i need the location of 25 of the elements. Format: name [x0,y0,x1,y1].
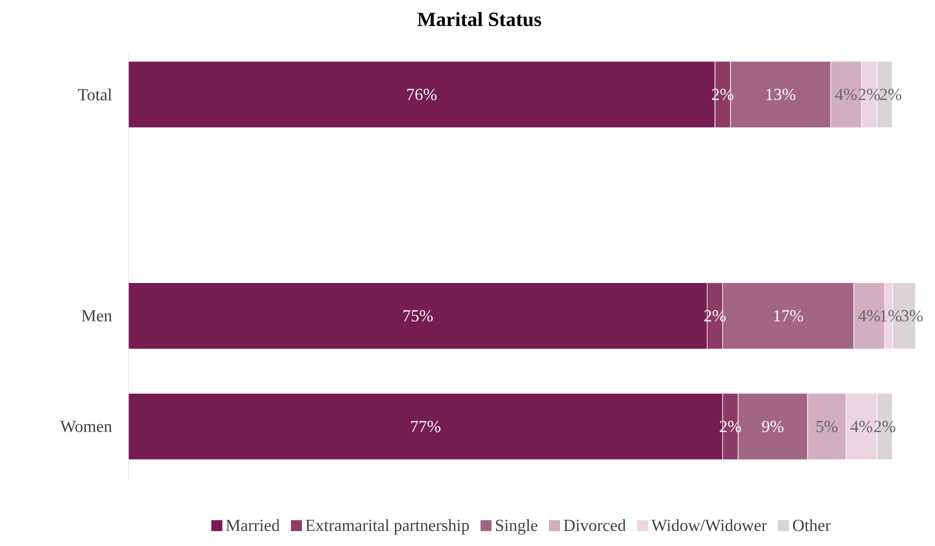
data-label: 17% [774,310,804,322]
y-tick-label: Total [78,88,112,100]
data-label: 2% [858,88,880,100]
data-label: 13% [766,88,796,100]
data-label: 76% [407,88,437,100]
legend-label: Extramarital partnership [306,519,469,535]
legend-label: Married [226,519,280,532]
legend-label: Widow/Widower [651,519,767,532]
legend-label: Single [496,519,538,535]
data-label: 4% [835,88,857,100]
data-label: 2% [880,88,902,100]
data-label: 4% [850,420,872,432]
data-label: 4% [858,310,880,322]
data-label: 75% [403,310,433,322]
legend-label: Divorced [564,519,626,532]
data-label: 9% [762,420,784,432]
data-label: 5% [816,420,838,432]
data-label: 3% [902,310,923,322]
legend-label: Other [793,519,831,532]
y-tick-label: Men [82,310,112,322]
chart-title: Marital Status [417,12,542,26]
y-tick-label: Women [60,420,112,432]
data-label: 2% [874,420,896,432]
data-label: 1% [880,310,902,322]
data-label: 77% [411,420,440,432]
